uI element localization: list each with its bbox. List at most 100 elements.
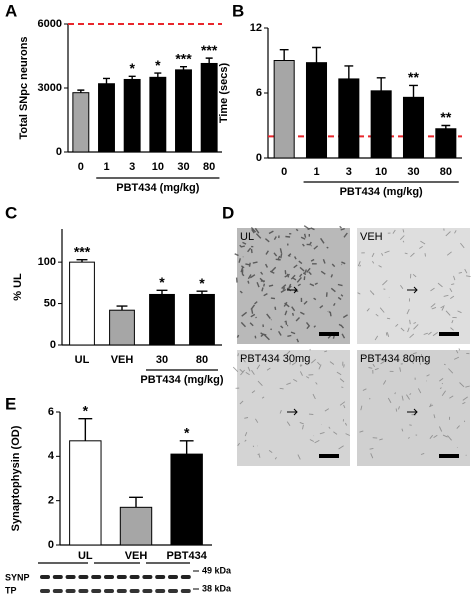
arrow: [407, 286, 418, 294]
x-tick-label: 1: [103, 161, 109, 173]
significance: ***: [201, 42, 218, 58]
x-tick-label: 3: [346, 166, 352, 178]
scale-bar: [439, 332, 459, 336]
x-tick-label: 10: [375, 166, 387, 178]
bar: [305, 62, 328, 159]
band: [65, 589, 76, 593]
micrograph: [357, 350, 470, 466]
bar: [69, 261, 95, 346]
bar: [69, 440, 102, 546]
significance: **: [408, 69, 419, 85]
significance: *: [159, 274, 165, 290]
error-bar: [78, 417, 93, 441]
significance: *: [184, 425, 190, 441]
micrograph-label: UL: [240, 231, 254, 243]
x-tick-label: 1: [313, 166, 319, 178]
scale-bar: [439, 454, 459, 458]
blot-row-label: TP: [5, 585, 17, 595]
error-bar: [179, 440, 194, 455]
blot-marker: 49 kDa: [202, 565, 232, 575]
y-tick-label: 4: [48, 450, 55, 462]
bar: [123, 78, 141, 153]
bar: [273, 60, 295, 159]
y-tick-label: 50: [44, 297, 56, 309]
y-tick-label: 0: [50, 339, 56, 351]
band: [129, 589, 140, 593]
texture: [359, 348, 470, 459]
y-tick-label: 6: [256, 87, 262, 99]
error-bar: [129, 496, 143, 508]
band: [91, 575, 102, 579]
x-tick-label: 30: [407, 166, 419, 178]
significance: ***: [74, 243, 91, 259]
significance: ***: [175, 50, 192, 66]
band: [52, 589, 63, 593]
y-tick-label: 6: [48, 406, 54, 418]
y-axis-label: % UL: [12, 273, 24, 301]
band: [116, 589, 127, 593]
significance: **: [440, 109, 451, 125]
micrograph-label: VEH: [360, 231, 383, 243]
error-bar: [196, 290, 208, 295]
significance: *: [83, 402, 89, 418]
y-tick-label: 6000: [38, 18, 62, 30]
error-bar: [179, 65, 188, 70]
bar: [370, 90, 392, 159]
x-axis-label: PBT434 (mg/kg): [116, 182, 199, 194]
band: [78, 575, 89, 579]
band: [116, 575, 127, 579]
significance: *: [155, 57, 161, 73]
band: [180, 575, 191, 579]
y-tick-label: 0: [48, 539, 54, 551]
micrograph: [237, 228, 350, 344]
y-tick-label: 3000: [38, 82, 62, 94]
error-bar: [156, 289, 168, 295]
bar: [119, 506, 153, 546]
bar: [109, 309, 135, 346]
error-bar: [312, 46, 321, 63]
bar: [98, 83, 115, 153]
error-bar: [344, 65, 354, 79]
band: [104, 575, 114, 579]
band: [78, 589, 89, 593]
panel-label: E: [5, 394, 16, 413]
bar: [149, 76, 167, 153]
band: [168, 575, 178, 579]
panel-label: B: [232, 1, 244, 20]
bar: [435, 128, 457, 159]
error-bar: [409, 84, 418, 98]
panel-label: D: [222, 203, 234, 222]
x-tick-label: 80: [440, 166, 452, 178]
error-bar: [376, 77, 386, 91]
bar: [402, 96, 425, 159]
arrow: [287, 408, 298, 416]
micrograph: [357, 228, 470, 344]
y-tick-label: 0: [256, 152, 262, 164]
x-tick-label: 10: [152, 161, 164, 173]
y-axis-label: Synaptophysin (OD): [10, 425, 22, 531]
band: [142, 575, 153, 579]
error-bar: [154, 72, 162, 78]
scale-bar: [319, 332, 339, 336]
scale-bar: [319, 454, 339, 458]
band: [65, 575, 76, 579]
y-tick-label: 0: [56, 146, 62, 158]
error-bar: [102, 77, 111, 84]
bar: [72, 92, 90, 153]
panel-label: C: [5, 203, 17, 222]
band: [142, 589, 153, 593]
band: [40, 575, 50, 579]
error-bar: [205, 57, 213, 64]
band: [91, 589, 102, 593]
band: [168, 589, 178, 593]
micrograph-label: PBT434 30mg: [240, 353, 310, 365]
x-tick-label: 3: [129, 161, 135, 173]
x-tick-label: 80: [203, 161, 215, 173]
band: [129, 575, 140, 579]
arrow: [287, 286, 298, 294]
error-bar: [76, 258, 88, 263]
x-tick-label: 30: [177, 161, 189, 173]
texture: [232, 348, 350, 460]
y-axis-label: Total SNpc neurons: [18, 36, 30, 139]
